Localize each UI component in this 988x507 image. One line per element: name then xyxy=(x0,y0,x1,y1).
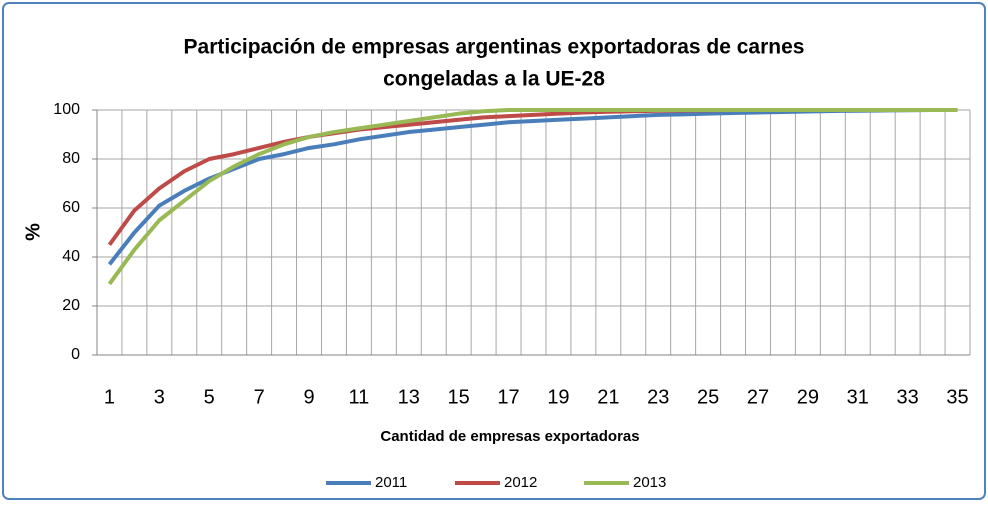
y-tick-label: 100 xyxy=(53,101,80,118)
x-tick-label: 29 xyxy=(797,386,819,408)
x-axis-label: Cantidad de empresas exportadoras xyxy=(380,428,639,445)
legend-label: 2013 xyxy=(633,474,666,491)
x-tick-label: 33 xyxy=(897,386,919,408)
x-tick-label: 35 xyxy=(946,386,968,408)
x-tick-label: 17 xyxy=(497,386,519,408)
x-tick-label: 23 xyxy=(647,386,669,408)
x-tick-label: 15 xyxy=(448,386,470,408)
x-tick-label: 27 xyxy=(747,386,769,408)
legend-label: 2011 xyxy=(375,474,407,491)
chart-border xyxy=(2,2,986,500)
y-tick-label: 60 xyxy=(62,199,80,216)
x-tick-label: 9 xyxy=(303,386,314,408)
x-tick-label: 25 xyxy=(697,386,719,408)
x-tick-label: 7 xyxy=(254,386,265,408)
chart-title: congeladas a la UE-28 xyxy=(383,68,605,91)
x-tick-label: 19 xyxy=(547,386,569,408)
series-line xyxy=(107,108,958,286)
y-tick-label: 40 xyxy=(62,248,80,265)
y-tick-label: 80 xyxy=(62,150,80,167)
y-tick-label: 20 xyxy=(62,297,80,314)
chart-title: Participación de empresas argentinas exp… xyxy=(184,36,805,59)
x-tick-label: 31 xyxy=(847,386,869,408)
x-tick-label: 1 xyxy=(104,386,115,408)
y-tick-label: 0 xyxy=(71,346,80,363)
x-tick-label: 5 xyxy=(204,386,215,408)
legend-label: 2012 xyxy=(504,474,537,491)
x-tick-label: 21 xyxy=(597,386,619,408)
x-tick-label: 13 xyxy=(398,386,420,408)
x-tick-label: 11 xyxy=(349,386,370,408)
y-axis-label: % xyxy=(22,223,44,241)
x-tick-label: 3 xyxy=(154,386,165,408)
